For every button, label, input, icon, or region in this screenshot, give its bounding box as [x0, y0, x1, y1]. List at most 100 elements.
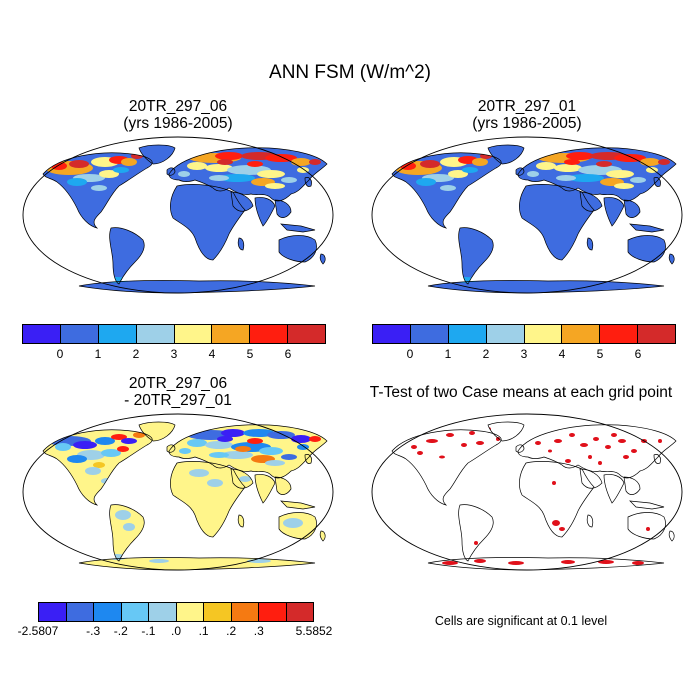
coastline-se-asia — [274, 476, 292, 495]
significant-cells — [411, 427, 662, 565]
colorbar-tick-label: 0 — [56, 347, 64, 361]
coastline-antarctica — [427, 280, 665, 294]
coastline-indonesia — [280, 500, 316, 510]
field-patch — [462, 167, 478, 173]
coastline-japan — [304, 177, 312, 187]
significant-cell — [417, 451, 423, 455]
landmass-antarctica — [428, 280, 664, 293]
colorbar-swatch — [97, 325, 136, 343]
significant-cell — [508, 561, 524, 565]
landmass-south-america — [109, 227, 145, 284]
colorbar-swatch — [135, 325, 174, 343]
landmass-madagascar — [238, 515, 244, 527]
field-patch — [209, 175, 229, 181]
field-patch — [568, 174, 604, 182]
field-patch — [281, 454, 297, 460]
coastline-arabia — [579, 468, 603, 489]
coastline-antarctica — [78, 280, 316, 294]
significant-cell — [474, 541, 478, 545]
colorbar-swatch — [637, 325, 675, 343]
landmass-greenland — [139, 422, 175, 441]
field-patch — [247, 438, 263, 444]
coastline-uk — [166, 444, 176, 453]
coastline-new-zealand — [319, 530, 326, 542]
colorbar-case-01 — [372, 324, 676, 344]
coastline-madagascar — [586, 237, 594, 251]
map-case-01 — [371, 136, 683, 294]
coastline-greenland — [138, 144, 176, 165]
significant-cell — [548, 449, 552, 453]
coastline-antarctica — [427, 557, 665, 571]
landmass-japan — [305, 454, 312, 464]
landmass-japan — [305, 177, 312, 187]
colorbar-tick-label: 3 — [520, 347, 528, 361]
significant-cell — [426, 439, 438, 443]
panel-title-line1: 20TR_297_06 — [128, 98, 228, 115]
field-patch — [121, 158, 137, 166]
field-patch — [115, 510, 131, 520]
landmass-arabia — [580, 192, 602, 212]
significant-cell — [598, 461, 602, 465]
significant-cell — [469, 431, 475, 435]
field-patch — [95, 437, 115, 445]
field-patch — [630, 177, 646, 183]
field-patch — [566, 152, 594, 160]
colorbar-case-06 — [22, 324, 326, 344]
colorbar-swatch — [120, 603, 148, 621]
field-patch — [99, 170, 119, 178]
coastline-madagascar — [237, 514, 245, 528]
significant-cell — [474, 559, 486, 563]
map-boundary — [22, 413, 334, 571]
landmass-south-america — [458, 227, 494, 284]
field-patch — [556, 175, 576, 181]
coastline-se-asia — [623, 476, 641, 495]
colorbar-tick-label: -.1 — [141, 624, 156, 638]
colorbar-swatch — [173, 325, 212, 343]
coastline-se-asia — [623, 199, 641, 218]
coastline-india — [603, 474, 625, 504]
field-patch — [133, 432, 145, 438]
colorbar-swatch — [249, 325, 288, 343]
significant-cell — [535, 441, 541, 445]
field-patch — [283, 518, 303, 528]
landmass-japan — [654, 177, 661, 187]
coastline-greenland — [487, 421, 525, 442]
colorbar-swatch — [148, 603, 176, 621]
colorbar-swatch — [373, 325, 410, 343]
colorbar-swatch — [599, 325, 638, 343]
coastline-uk — [166, 167, 176, 176]
coastline-south-america — [109, 227, 145, 285]
field-patch — [69, 160, 89, 168]
coastline-eurasia — [517, 147, 677, 202]
coastline-eurasia — [168, 424, 328, 479]
panel-title-bottom-right: T-Test of two Case means at each grid po… — [348, 384, 694, 401]
significant-cell — [598, 560, 614, 564]
significant-cell — [411, 445, 417, 449]
field-patch — [448, 170, 468, 178]
field-patch — [189, 469, 209, 477]
field-patch — [309, 159, 321, 165]
significant-cell — [565, 459, 571, 463]
landmass-australia — [279, 235, 317, 262]
colorbar-tick-label: -.3 — [86, 624, 101, 638]
field-patch — [267, 431, 295, 439]
field-patch — [123, 523, 135, 531]
coastline-africa — [519, 184, 595, 261]
field-patch — [291, 158, 311, 166]
colorbar-tick-label: 6 — [284, 347, 292, 361]
map-difference — [22, 413, 334, 571]
coastline-australia — [627, 235, 666, 263]
significant-cell — [461, 443, 467, 447]
field-patch — [93, 462, 105, 468]
panel-title-line1: T-Test of two Case means at each grid po… — [369, 384, 673, 401]
landmass-greenland — [488, 145, 524, 164]
coastline-antarctica — [78, 557, 316, 571]
significant-cell — [618, 439, 626, 443]
landmass-madagascar — [587, 238, 593, 250]
map-boundary — [371, 413, 683, 571]
landmass-arabia — [231, 192, 253, 212]
colorbar-labels-case-06: 0 1 2 3 4 5 6 — [22, 347, 326, 361]
field-patch — [207, 479, 223, 487]
significant-cell — [561, 560, 575, 564]
field-patch — [178, 171, 190, 177]
